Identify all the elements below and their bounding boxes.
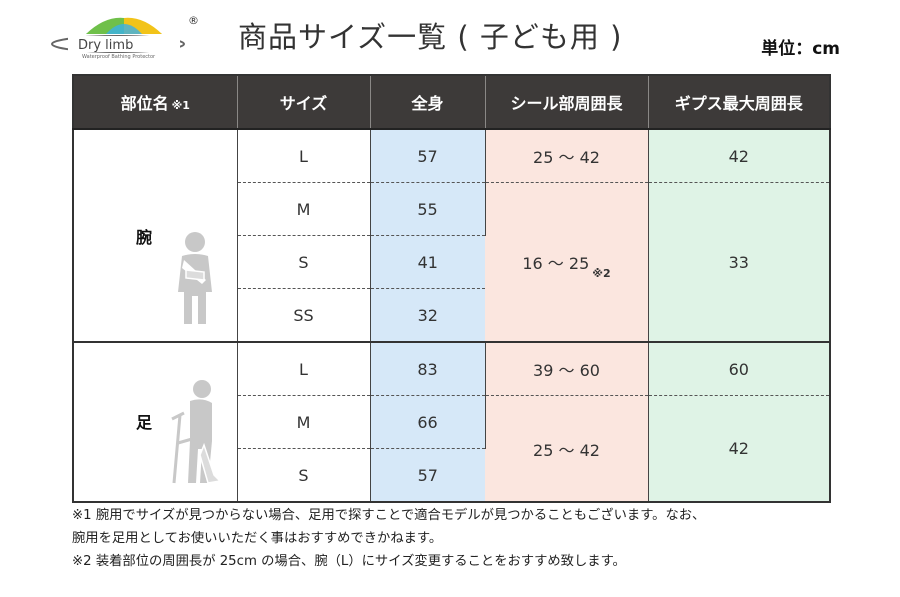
cast-cell: 42 [648,129,830,183]
whole-cell: 57 [370,129,486,183]
header-size: サイズ [237,75,371,130]
whole-cell: 83 [370,342,486,396]
brand-logo: Dry limb Waterproof Bathing Protector ® [48,12,200,60]
table-row: M 55 16 〜 25※2 33 [73,182,830,343]
header-part: 部位名 ※1 [73,75,238,130]
unit-label: 単位：cm [761,39,840,59]
part-cell-leg: 足 [73,342,238,502]
page-title: 商品サイズ一覧 ( 子ども用 ) [238,20,623,54]
size-cell: L [237,129,371,183]
seal-cell: 39 〜 60 [485,342,649,396]
logo-tagline: Waterproof Bathing Protector [82,54,156,60]
size-cell: L [237,342,371,396]
cast-cell: 60 [648,342,830,396]
footnotes: ※1 腕用でサイズが見つからない場合、足用で探すことで適合モデルが見つかることも… [72,504,862,573]
table-row: 腕 L 57 25 〜 42 42 [73,129,830,343]
registered-mark: ® [188,14,199,27]
seal-cell: 25 〜 42 [485,129,649,183]
size-cell: M [237,395,371,449]
size-table: 部位名 ※1 サイズ 全身 シール部周囲長 ギプス最大周囲長 腕 L 57 25 … [72,74,831,503]
size-cell: S [237,448,371,502]
part-label-arm: 腕 [136,228,153,247]
cast-cell: 33 [648,182,830,343]
footnote-line: ※1 腕用でサイズが見つからない場合、足用で探すことで適合モデルが見つかることも… [72,508,706,523]
whole-cell: 55 [370,182,486,236]
table-row: S 57 [73,448,830,502]
table-row: M 66 25 〜 42 42 [73,395,830,502]
crutch-figure-icon [171,380,222,484]
seal-note: ※2 [592,267,611,280]
header-note: ※1 [171,99,190,112]
seal-cell: 16 〜 25※2 [485,182,649,343]
footnote-line: 腕用を足用としてお使いいただく事はおすすめできかねます。 [72,531,443,546]
table-header-row: 部位名 ※1 サイズ 全身 シール部周囲長 ギプス最大周囲長 [73,75,830,130]
part-label-leg: 足 [136,413,153,432]
footnote-line: ※2 装着部位の周囲長が 25cm の場合、腕（L）にサイズ変更することをおすす… [72,554,626,569]
whole-cell: 66 [370,395,486,449]
size-cell: M [237,182,371,236]
whole-cell: 32 [370,288,485,343]
cast-cell: 42 [648,395,830,502]
arm-sling-icon [178,232,212,324]
header-cast: ギプス最大周囲長 [648,75,830,130]
size-cell: S [237,235,371,289]
header-whole: 全身 [370,75,486,130]
table-row: SS 32 [73,288,830,343]
whole-cell: 41 [370,235,485,289]
logo-text: Dry limb [78,38,133,53]
table-row: S 41 [73,235,830,289]
seal-range: 16 〜 25 [522,254,590,273]
table-row: 足 L 83 39 〜 60 60 [73,342,830,502]
header-seal: シール部周囲長 [485,75,649,130]
seal-cell: 25 〜 42 [485,395,649,502]
part-cell-arm: 腕 [73,129,238,343]
size-cell: SS [237,288,371,343]
whole-cell: 57 [370,448,485,502]
